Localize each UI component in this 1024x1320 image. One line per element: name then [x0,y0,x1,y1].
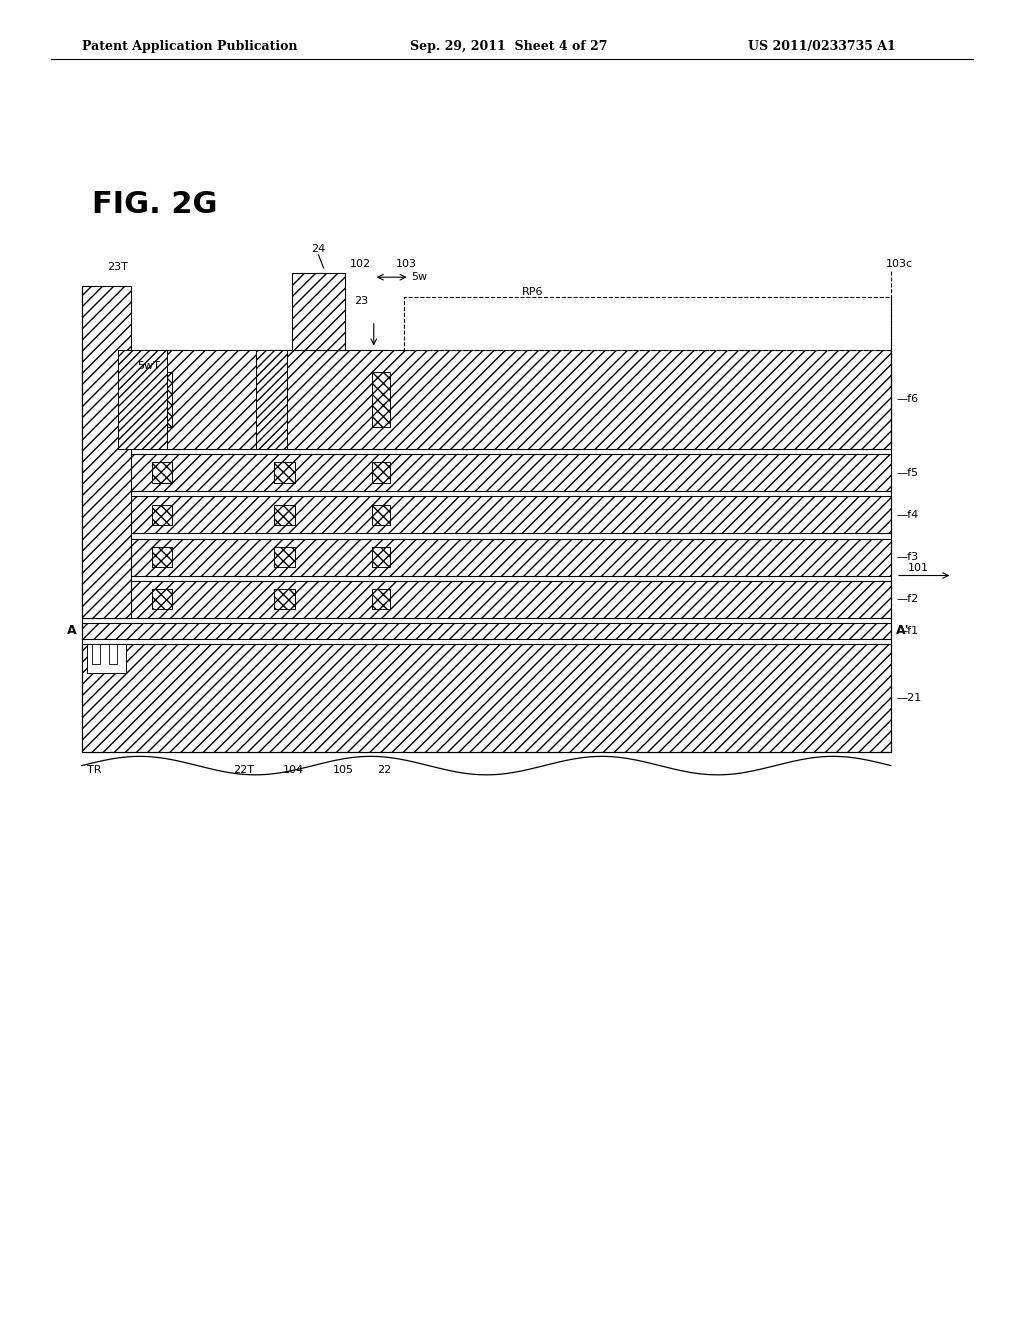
Text: 22: 22 [377,764,391,775]
Text: 24: 24 [311,244,326,255]
Text: 102: 102 [350,259,371,269]
Bar [372,504,390,525]
Text: 23: 23 [354,296,369,306]
Text: 5wT: 5wT [137,360,160,371]
Text: 105: 105 [333,764,354,775]
Bar [109,644,117,664]
Bar [274,589,295,610]
Bar [152,546,172,568]
Bar [82,454,891,491]
Text: RP6: RP6 [522,286,544,297]
Text: 5w: 5w [412,272,428,282]
Bar [152,372,172,426]
Bar [256,350,287,449]
Bar [82,644,891,752]
Text: A: A [68,624,77,638]
Text: 103c: 103c [886,259,912,269]
Bar [92,644,100,664]
Bar [372,589,390,610]
Bar [274,462,295,483]
Text: 104: 104 [283,764,304,775]
Bar [87,644,126,673]
Text: 23T: 23T [108,261,128,272]
Bar [82,539,891,576]
Bar [372,462,390,483]
Bar [372,546,390,568]
Text: Patent Application Publication: Patent Application Publication [82,40,297,53]
Text: —21: —21 [896,693,922,704]
Bar [404,297,891,350]
Text: FIG. 2G: FIG. 2G [92,190,218,219]
Text: —f5: —f5 [896,467,919,478]
Bar [82,286,131,618]
Text: —f2: —f2 [896,594,919,605]
Text: —f6: —f6 [896,395,919,404]
Text: 22T: 22T [233,764,255,775]
Bar [274,504,295,525]
Text: 101: 101 [908,562,930,573]
Bar [372,372,390,426]
Bar [274,546,295,568]
Bar [152,589,172,610]
Text: 103: 103 [396,259,417,269]
Bar [152,462,172,483]
Bar [118,350,167,449]
Text: US 2011/0233735 A1: US 2011/0233735 A1 [748,40,895,53]
Bar [82,496,891,533]
Bar [82,581,891,618]
Text: TR: TR [87,764,101,775]
Bar [82,350,891,449]
Bar [292,273,345,350]
Text: —f1: —f1 [896,626,919,636]
Text: —f3: —f3 [896,552,919,562]
Text: Sep. 29, 2011  Sheet 4 of 27: Sep. 29, 2011 Sheet 4 of 27 [410,40,607,53]
Text: A': A' [896,624,909,638]
Bar [152,504,172,525]
Bar [82,623,891,639]
Text: —f4: —f4 [896,510,919,520]
